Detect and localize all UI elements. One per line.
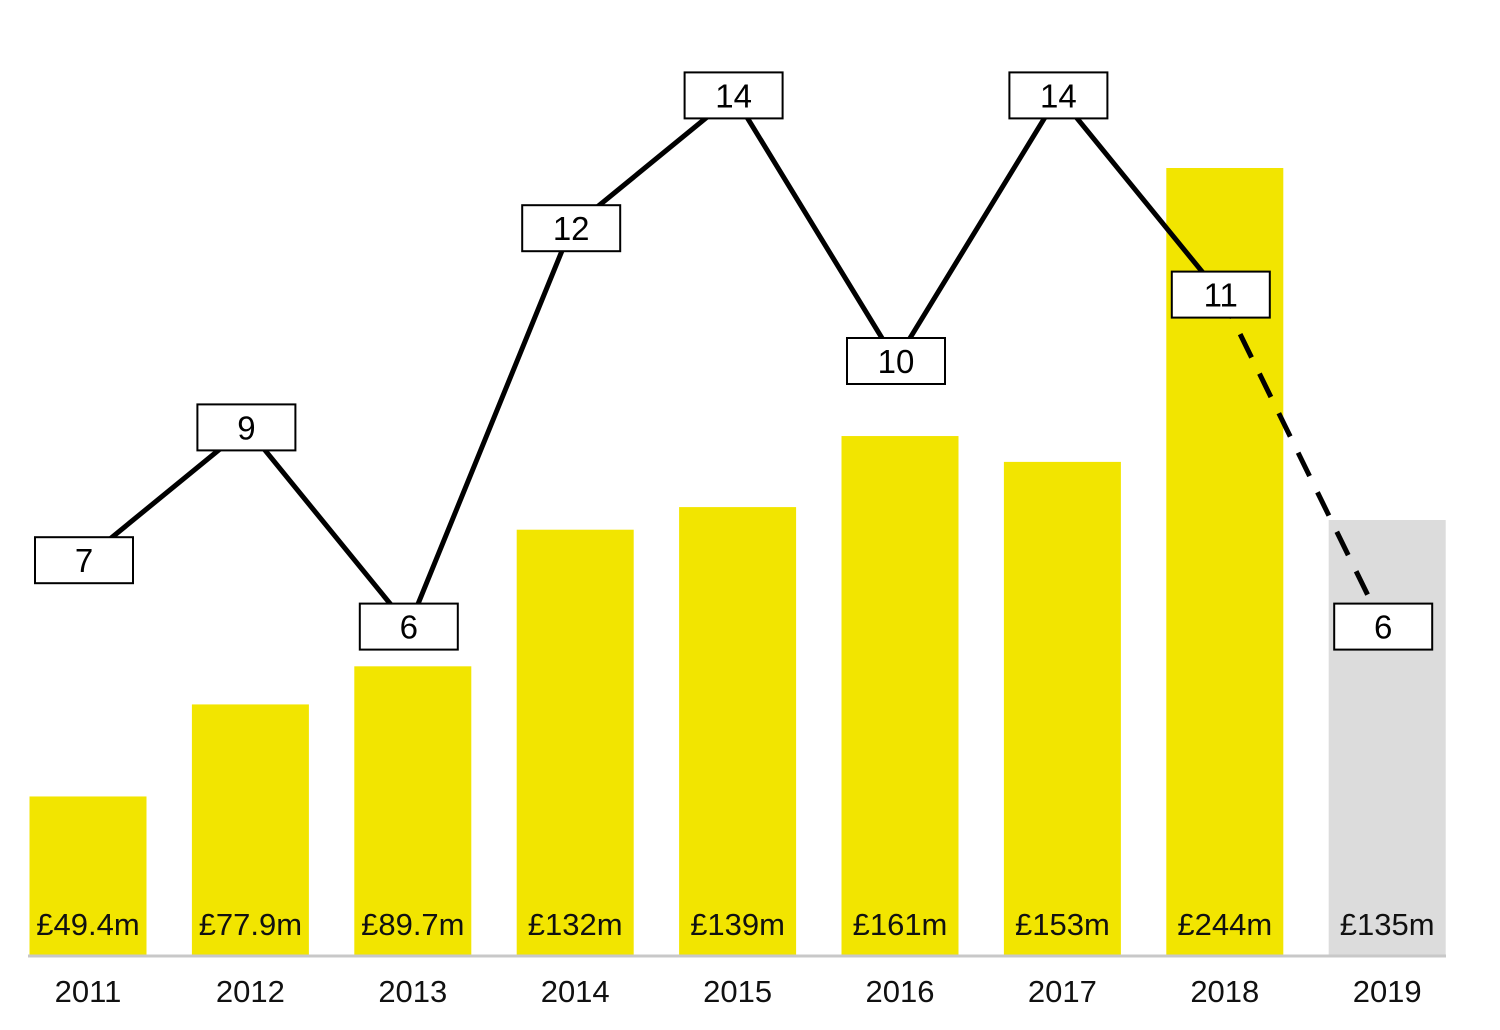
count-label-box-2015 [683, 71, 784, 120]
bar-value-label-2018: £244m [1177, 907, 1272, 942]
count-labels-layer: 7 9 6 12 14 10 14 11 6 [34, 71, 1434, 651]
x-tick-label-2013: 2013 [378, 974, 447, 1009]
count-label-2018: 11 [1204, 277, 1238, 314]
x-tick-label-2017: 2017 [1028, 974, 1097, 1009]
count-label-2016: 10 [878, 343, 915, 380]
bar-value-label-2017: £153m [1015, 907, 1110, 942]
bar-2019 [1328, 520, 1446, 956]
bar-value-label-2013: £89.7m [361, 907, 464, 942]
category-labels-layer: 2011 2012 2013 2014 2015 2016 2017 2018 2019 [55, 974, 1422, 1009]
count-label-box-2013 [358, 602, 459, 651]
bar-2016 [841, 436, 959, 956]
count-point-2015: 14 [683, 71, 784, 120]
x-tick-label-2016: 2016 [866, 974, 935, 1009]
count-label-2017: 14 [1040, 77, 1077, 114]
bar-2014 [516, 529, 634, 956]
x-tick-label-2015: 2015 [703, 974, 772, 1009]
count-label-box-2014 [521, 204, 622, 253]
bar-labels-layer: £49.4m £77.9m £89.7m £132m £139m £161m £153m £2… [36, 907, 1434, 942]
count-label-box-2012 [196, 403, 297, 452]
count-point-2019: 6 [1333, 602, 1434, 651]
bar-value-label-2012: £77.9m [199, 907, 302, 942]
count-point-2011: 7 [34, 536, 134, 585]
count-point-2013: 6 [358, 602, 459, 651]
count-label-2014: 12 [553, 210, 590, 247]
count-label-box-2011 [34, 536, 134, 585]
count-label-box-2019 [1333, 602, 1434, 651]
count-label-2015: 14 [715, 77, 752, 114]
count-point-2014: 12 [521, 204, 622, 253]
x-tick-label-2018: 2018 [1190, 974, 1259, 1009]
count-label-2013: 6 [400, 609, 418, 646]
count-point-2012: 9 [196, 403, 297, 452]
x-tick-label-2019: 2019 [1353, 974, 1422, 1009]
count-line-solid [82, 92, 1223, 630]
count-point-2018: 11 [1170, 270, 1271, 319]
bar-value-label-2014: £132m [528, 907, 623, 942]
count-point-2017: 14 [1008, 71, 1109, 120]
x-tick-label-2011: 2011 [55, 974, 122, 1009]
bar-2017 [1003, 461, 1121, 956]
count-label-2019: 6 [1374, 609, 1392, 646]
bar-2015 [679, 507, 797, 956]
bar-value-label-2011: £49.4m [36, 907, 139, 942]
bar-2012 [191, 704, 309, 956]
bar-value-label-2019: £135m [1340, 907, 1435, 942]
count-label-2012: 9 [237, 409, 255, 446]
bar-value-label-2016: £161m [853, 907, 948, 942]
count-line-dashed [1218, 293, 1386, 628]
x-tick-label-2014: 2014 [541, 974, 610, 1009]
count-label-2011: 7 [75, 542, 93, 579]
count-label-box-2018 [1170, 270, 1271, 319]
bars-layer [29, 168, 1446, 956]
count-label-box-2016 [846, 337, 946, 385]
count-point-2016: 10 [846, 337, 946, 385]
x-tick-label-2012: 2012 [216, 974, 285, 1009]
count-label-box-2017 [1008, 71, 1109, 120]
line-layer [82, 92, 1386, 630]
bar-2013 [354, 666, 472, 956]
bar-2011 [29, 796, 147, 956]
bar-value-label-2015: £139m [690, 907, 785, 942]
